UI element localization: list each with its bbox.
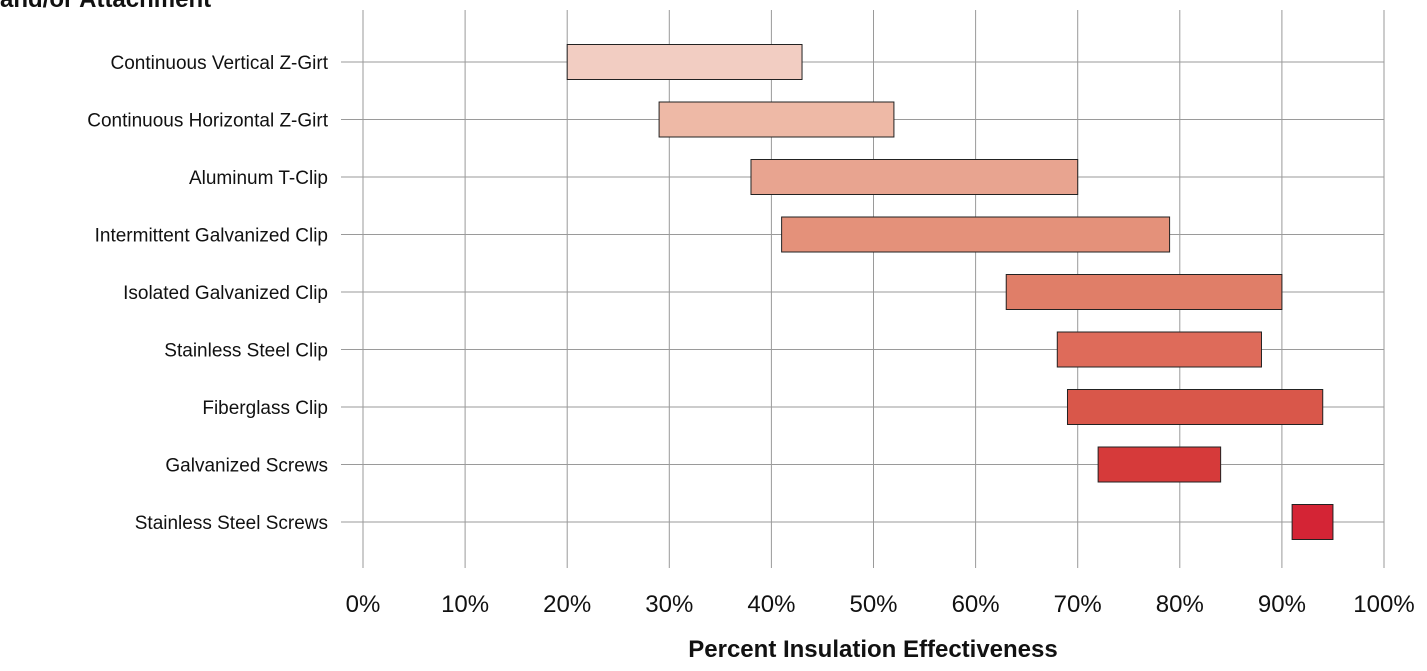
- category-label: Continuous Vertical Z-Girt: [110, 53, 328, 74]
- range-bar: [1005, 274, 1283, 310]
- range-bar: [781, 216, 1171, 253]
- chart-title: and/or Attachment: [0, 0, 211, 14]
- range-bar: [1291, 504, 1334, 540]
- category-label: Continuous Horizontal Z-Girt: [87, 111, 328, 132]
- x-tick-label: 50%: [849, 591, 897, 618]
- category-label: Fiberglass Clip: [202, 398, 328, 419]
- category-label: Stainless Steel Clip: [164, 341, 328, 362]
- x-tick-label: 10%: [441, 591, 489, 618]
- x-tick-label: 20%: [543, 591, 591, 618]
- x-tick-label: 90%: [1258, 591, 1306, 618]
- x-tick-label: 100%: [1353, 591, 1414, 618]
- x-tick-label: 80%: [1156, 591, 1204, 618]
- range-bar: [1066, 389, 1324, 425]
- range-bar: [658, 101, 895, 138]
- range-bar: [750, 159, 1079, 195]
- x-tick-label: 0%: [346, 591, 381, 618]
- category-labels: Continuous Vertical Z-Girt Continuous Hor…: [87, 53, 328, 534]
- x-axis-label: Percent Insulation Effectiveness: [688, 636, 1057, 663]
- bars: [566, 44, 1334, 540]
- category-label: Galvanized Screws: [165, 456, 328, 477]
- category-label: Aluminum T-Clip: [189, 168, 328, 189]
- range-bar: [566, 44, 803, 80]
- x-tick-label: 40%: [747, 591, 795, 618]
- range-bar: [1056, 331, 1262, 368]
- x-tick-label: 60%: [952, 591, 1000, 618]
- x-tick-label: 30%: [645, 591, 693, 618]
- category-label: Isolated Galvanized Clip: [123, 283, 328, 304]
- x-tick-labels: 0% 10% 20% 30% 40% 50% 60% 70% 80% 90% 100%: [346, 591, 1415, 618]
- category-label: Intermittent Galvanized Clip: [95, 226, 328, 247]
- x-tick-label: 70%: [1054, 591, 1102, 618]
- range-bar: [1097, 446, 1222, 483]
- category-label: Stainless Steel Screws: [135, 513, 328, 534]
